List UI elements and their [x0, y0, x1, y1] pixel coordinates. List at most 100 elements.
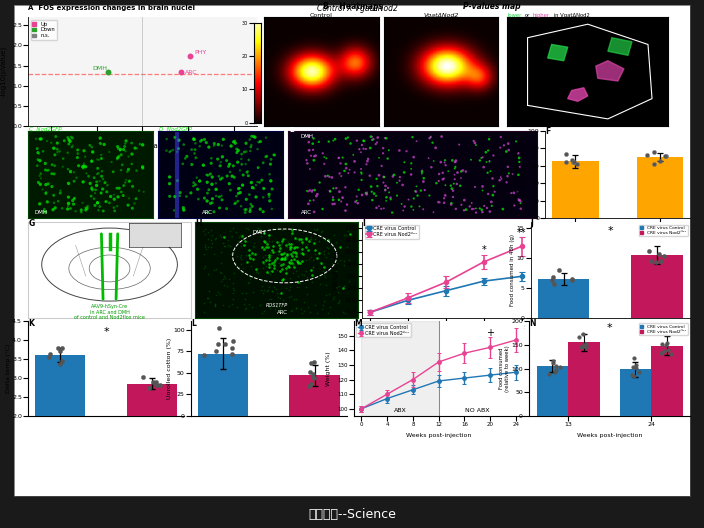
Text: ARC: ARC — [277, 309, 288, 315]
Point — [34, 200, 45, 208]
Point — [270, 305, 281, 313]
Point — [451, 180, 463, 188]
Point — [310, 226, 322, 234]
Point — [120, 147, 131, 156]
Point — [230, 259, 241, 267]
Point — [284, 243, 296, 251]
Point — [515, 199, 526, 208]
Point — [49, 199, 60, 207]
Point — [353, 185, 364, 194]
Point — [199, 249, 210, 258]
Point — [96, 189, 107, 197]
Point — [131, 144, 142, 153]
Point — [313, 237, 325, 246]
Point — [151, 378, 162, 386]
Point — [371, 204, 382, 212]
Y-axis label: Weight (%): Weight (%) — [327, 351, 332, 386]
Point — [266, 259, 277, 268]
Point — [124, 117, 135, 126]
Point — [331, 284, 342, 292]
Point — [365, 182, 377, 191]
Point — [408, 205, 419, 214]
Point — [84, 141, 96, 149]
Point — [301, 233, 312, 242]
Point — [112, 117, 123, 126]
Text: ARC: ARC — [202, 210, 213, 215]
Point — [52, 148, 63, 156]
Point — [89, 173, 100, 182]
Point — [46, 138, 57, 147]
Point — [156, 117, 168, 125]
Point — [304, 186, 315, 195]
Point — [149, 97, 161, 106]
Text: ABX: ABX — [394, 408, 406, 413]
Point — [234, 188, 246, 197]
Point — [654, 250, 665, 259]
Point — [46, 182, 58, 191]
Point — [205, 297, 216, 306]
Text: *: * — [103, 327, 109, 337]
Point — [276, 265, 287, 274]
Point — [54, 347, 65, 355]
Point — [118, 112, 130, 121]
Point — [29, 101, 40, 110]
Point — [215, 267, 226, 276]
Point — [265, 270, 276, 278]
Point — [372, 182, 383, 191]
Point — [234, 166, 246, 175]
Point — [253, 138, 264, 146]
Point — [267, 248, 278, 256]
Point — [34, 156, 46, 165]
Point — [123, 153, 134, 161]
Point — [151, 118, 163, 126]
Point — [131, 166, 142, 175]
Point — [248, 241, 259, 250]
Point — [501, 178, 513, 186]
Bar — [538, 279, 589, 318]
Point — [378, 173, 389, 181]
Point — [282, 262, 294, 271]
Point — [443, 167, 454, 175]
Point — [70, 207, 81, 215]
Point — [216, 142, 227, 150]
Point — [306, 271, 318, 279]
Point — [285, 283, 296, 291]
Point — [263, 300, 275, 309]
Text: M: M — [353, 319, 362, 328]
Point — [313, 249, 325, 258]
Point — [342, 133, 353, 142]
Point — [412, 191, 423, 200]
Point — [145, 108, 156, 117]
Point — [146, 117, 157, 125]
Point — [86, 157, 97, 166]
Point — [303, 382, 314, 390]
Point — [282, 250, 293, 259]
Point — [118, 181, 130, 190]
Point — [256, 308, 268, 317]
Point — [271, 303, 282, 311]
Point — [474, 204, 485, 213]
Point — [458, 206, 470, 214]
Point — [144, 87, 156, 95]
Point — [210, 185, 222, 194]
Point — [271, 254, 282, 262]
Point — [417, 205, 429, 213]
Point — [139, 117, 151, 126]
Point — [213, 108, 225, 116]
Point — [401, 147, 412, 155]
Point — [198, 263, 209, 272]
Point — [327, 195, 339, 204]
Point — [333, 282, 344, 290]
Point — [126, 139, 137, 147]
Point — [258, 245, 270, 253]
Text: F: F — [546, 127, 551, 136]
Point — [503, 169, 515, 177]
Point — [312, 253, 323, 262]
Point — [320, 290, 332, 299]
Point — [291, 267, 302, 276]
Point — [199, 224, 210, 233]
Point — [39, 159, 51, 168]
Point — [495, 173, 506, 182]
Point — [158, 118, 169, 126]
Point — [306, 266, 317, 275]
